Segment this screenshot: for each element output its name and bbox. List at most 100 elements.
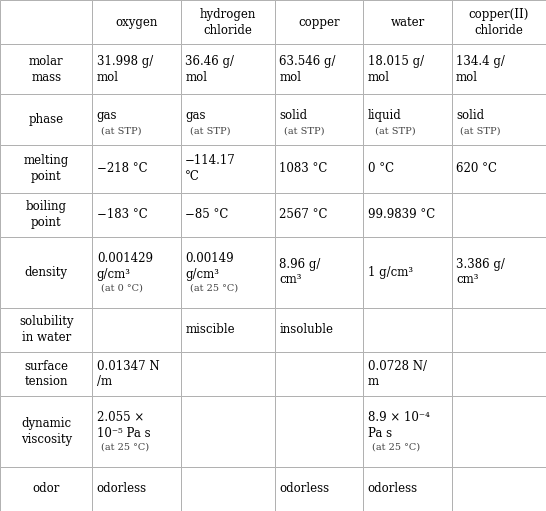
Bar: [0, 396, 92, 467]
Text: 620 °C: 620 °C: [456, 162, 497, 175]
Text: gas: gas: [97, 109, 117, 122]
Bar: [452, 308, 546, 352]
Text: (at 0 °C): (at 0 °C): [101, 283, 143, 292]
Text: liquid: liquid: [368, 109, 401, 122]
Text: copper(II)
chloride: copper(II) chloride: [468, 8, 529, 37]
Bar: [181, 237, 275, 308]
Text: oxygen: oxygen: [115, 16, 158, 29]
Bar: [452, 237, 546, 308]
Bar: [364, 396, 452, 467]
Text: −183 °C: −183 °C: [97, 208, 147, 221]
Bar: [275, 237, 364, 308]
Text: copper: copper: [299, 16, 340, 29]
Bar: [364, 145, 452, 193]
Bar: [0, 145, 92, 193]
Text: hydrogen
chloride: hydrogen chloride: [200, 8, 256, 37]
Bar: [275, 193, 364, 237]
Bar: [0, 237, 92, 308]
Text: odorless: odorless: [97, 482, 147, 495]
Bar: [275, 95, 364, 145]
Text: 63.546 g/
mol: 63.546 g/ mol: [280, 55, 336, 84]
Bar: [181, 44, 275, 95]
Bar: [92, 95, 181, 145]
Text: 18.015 g/
mol: 18.015 g/ mol: [368, 55, 424, 84]
Text: melting
point: melting point: [23, 154, 69, 183]
Bar: [275, 396, 364, 467]
Text: 1 g/cm³: 1 g/cm³: [368, 266, 413, 278]
Text: dynamic
viscosity: dynamic viscosity: [21, 417, 72, 446]
Bar: [0, 308, 92, 352]
Bar: [364, 467, 452, 511]
Bar: [181, 396, 275, 467]
Text: 8.96 g/
cm³: 8.96 g/ cm³: [280, 258, 321, 286]
Bar: [275, 145, 364, 193]
Bar: [364, 95, 452, 145]
Bar: [452, 44, 546, 95]
Text: (at 25 °C): (at 25 °C): [372, 443, 420, 451]
Text: (at STP): (at STP): [189, 126, 230, 135]
Text: odorless: odorless: [368, 482, 418, 495]
Text: 0.001429
g/cm³: 0.001429 g/cm³: [97, 252, 153, 281]
Bar: [0, 95, 92, 145]
Bar: [364, 308, 452, 352]
Text: 8.9 × 10⁻⁴
Pa s: 8.9 × 10⁻⁴ Pa s: [368, 411, 430, 440]
Bar: [181, 95, 275, 145]
Bar: [92, 352, 181, 396]
Text: phase: phase: [29, 113, 64, 126]
Bar: [92, 237, 181, 308]
Bar: [364, 193, 452, 237]
Bar: [364, 352, 452, 396]
Text: odor: odor: [33, 482, 60, 495]
Text: 3.386 g/
cm³: 3.386 g/ cm³: [456, 258, 505, 286]
Text: gas: gas: [185, 109, 206, 122]
Text: (at 25 °C): (at 25 °C): [189, 283, 238, 292]
Text: (at STP): (at STP): [460, 126, 501, 135]
Bar: [181, 193, 275, 237]
Text: 0.01347 N
/m: 0.01347 N /m: [97, 360, 159, 388]
Bar: [0, 467, 92, 511]
Bar: [452, 396, 546, 467]
Bar: [92, 44, 181, 95]
Bar: [275, 0, 364, 44]
Bar: [181, 308, 275, 352]
Bar: [275, 352, 364, 396]
Text: surface
tension: surface tension: [24, 360, 68, 388]
Bar: [92, 396, 181, 467]
Text: boiling
point: boiling point: [26, 200, 67, 229]
Text: solid: solid: [456, 109, 484, 122]
Bar: [452, 467, 546, 511]
Bar: [92, 193, 181, 237]
Bar: [452, 352, 546, 396]
Bar: [452, 0, 546, 44]
Bar: [92, 0, 181, 44]
Text: (at STP): (at STP): [101, 126, 142, 135]
Bar: [0, 44, 92, 95]
Text: 2.055 ×
10⁻⁵ Pa s: 2.055 × 10⁻⁵ Pa s: [97, 411, 151, 440]
Text: 2567 °C: 2567 °C: [280, 208, 328, 221]
Text: −114.17
°C: −114.17 °C: [185, 154, 236, 183]
Text: solid: solid: [280, 109, 307, 122]
Bar: [181, 352, 275, 396]
Text: 36.46 g/
mol: 36.46 g/ mol: [185, 55, 234, 84]
Bar: [181, 467, 275, 511]
Bar: [275, 467, 364, 511]
Text: solubility
in water: solubility in water: [19, 315, 74, 344]
Text: insoluble: insoluble: [280, 323, 334, 336]
Text: miscible: miscible: [185, 323, 235, 336]
Bar: [452, 193, 546, 237]
Text: molar
mass: molar mass: [29, 55, 63, 84]
Text: 134.4 g/
mol: 134.4 g/ mol: [456, 55, 505, 84]
Text: (at STP): (at STP): [372, 126, 416, 135]
Text: −85 °C: −85 °C: [185, 208, 229, 221]
Bar: [364, 0, 452, 44]
Bar: [0, 193, 92, 237]
Bar: [92, 308, 181, 352]
Text: −218 °C: −218 °C: [97, 162, 147, 175]
Bar: [92, 145, 181, 193]
Text: 99.9839 °C: 99.9839 °C: [368, 208, 435, 221]
Text: 0.00149
g/cm³: 0.00149 g/cm³: [185, 252, 234, 281]
Text: 0 °C: 0 °C: [368, 162, 394, 175]
Text: (at 25 °C): (at 25 °C): [101, 443, 150, 451]
Text: 0.0728 N/
m: 0.0728 N/ m: [368, 360, 427, 388]
Bar: [275, 308, 364, 352]
